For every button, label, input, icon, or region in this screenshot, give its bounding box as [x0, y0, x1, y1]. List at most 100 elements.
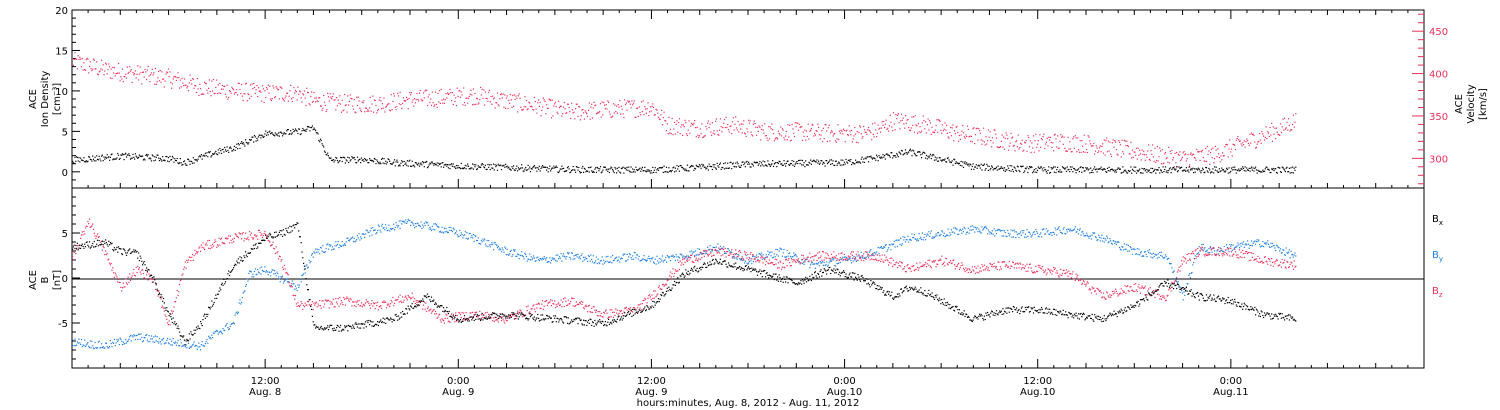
- velocity-point: [1085, 143, 1087, 145]
- density-point: [1280, 171, 1282, 173]
- by-point: [810, 264, 812, 266]
- density-point: [900, 153, 902, 155]
- density-point: [559, 168, 561, 170]
- velocity-point: [944, 122, 946, 124]
- density-point: [1238, 170, 1241, 172]
- density-point: [529, 166, 531, 168]
- density-point: [1167, 172, 1169, 174]
- density-point: [997, 165, 999, 167]
- by-point: [563, 255, 565, 257]
- density-point: [1220, 170, 1222, 172]
- velocity-point: [382, 107, 384, 109]
- by-point: [434, 229, 436, 231]
- density-point: [274, 135, 276, 137]
- velocity-point: [1045, 141, 1047, 143]
- bz-point: [113, 276, 115, 278]
- by-point: [217, 333, 219, 335]
- velocity-point: [669, 132, 671, 134]
- density-point: [239, 147, 241, 149]
- by-point: [1089, 235, 1091, 237]
- by-point: [1020, 231, 1022, 233]
- density-point: [776, 166, 778, 168]
- velocity-point: [82, 69, 84, 71]
- density-point: [1062, 167, 1064, 169]
- velocity-point: [579, 106, 581, 108]
- velocity-point: [493, 97, 495, 99]
- density-point: [548, 168, 550, 170]
- density-point: [851, 164, 853, 166]
- density-point: [645, 170, 647, 172]
- velocity-point: [542, 97, 544, 99]
- density-point: [685, 168, 687, 170]
- density-point: [579, 172, 581, 174]
- velocity-point: [183, 85, 185, 87]
- by-point: [820, 262, 822, 264]
- velocity-point: [789, 140, 791, 142]
- density-point: [1266, 166, 1268, 168]
- density-point: [202, 155, 204, 157]
- density-point: [910, 150, 912, 152]
- bz-point: [138, 267, 140, 269]
- density-point: [207, 156, 209, 158]
- density-point: [288, 133, 290, 135]
- by-point: [343, 244, 345, 246]
- velocity-point: [245, 83, 247, 85]
- by-point: [1088, 237, 1090, 239]
- density-point: [1231, 169, 1233, 171]
- velocity-point: [190, 79, 192, 81]
- bz-point: [117, 278, 120, 281]
- by-point: [1067, 228, 1069, 230]
- velocity-point: [1069, 141, 1071, 143]
- by-point: [554, 258, 556, 260]
- by-point: [496, 244, 498, 246]
- by-point: [618, 256, 620, 258]
- density-point: [393, 159, 396, 161]
- velocity-point: [492, 98, 495, 100]
- density-point: [229, 146, 231, 148]
- velocity-point: [336, 97, 338, 99]
- by-point: [578, 257, 580, 259]
- velocity-point: [1213, 162, 1215, 164]
- by-point: [99, 347, 101, 349]
- density-point: [1273, 170, 1275, 172]
- by-point: [1188, 274, 1190, 276]
- velocity-point: [141, 83, 143, 85]
- velocity-point: [391, 109, 393, 111]
- velocity-point: [934, 129, 936, 131]
- by-point: [1271, 242, 1274, 245]
- velocity-point: [1058, 147, 1060, 149]
- velocity-point: [645, 112, 647, 114]
- density-point: [674, 167, 676, 169]
- by-point: [814, 267, 816, 269]
- density-point: [501, 165, 503, 167]
- by-point: [436, 225, 438, 227]
- velocity-point: [492, 95, 494, 97]
- velocity-point: [476, 98, 478, 100]
- density-point: [99, 158, 101, 160]
- density-point: [460, 162, 462, 164]
- density-point: [1222, 169, 1224, 171]
- by-point: [1284, 254, 1286, 256]
- density-point: [1016, 165, 1018, 167]
- velocity-point: [608, 111, 610, 113]
- by-point: [278, 276, 280, 278]
- velocity-point: [610, 116, 612, 118]
- velocity-point: [998, 146, 1000, 149]
- density-point: [862, 161, 864, 163]
- by-point: [946, 234, 948, 236]
- velocity-point: [896, 118, 898, 120]
- density-point: [1264, 168, 1266, 170]
- density-point: [249, 139, 251, 141]
- velocity-point: [253, 83, 255, 85]
- by-point: [1076, 231, 1078, 233]
- density-point: [945, 161, 947, 163]
- bz-point: [76, 245, 78, 247]
- density-point: [363, 160, 365, 162]
- velocity-point: [1131, 149, 1134, 151]
- density-point: [436, 162, 438, 164]
- density-point: [568, 168, 570, 170]
- velocity-point: [92, 68, 94, 70]
- velocity-point: [682, 124, 684, 126]
- by-point: [1205, 250, 1208, 252]
- velocity-point: [1001, 134, 1003, 136]
